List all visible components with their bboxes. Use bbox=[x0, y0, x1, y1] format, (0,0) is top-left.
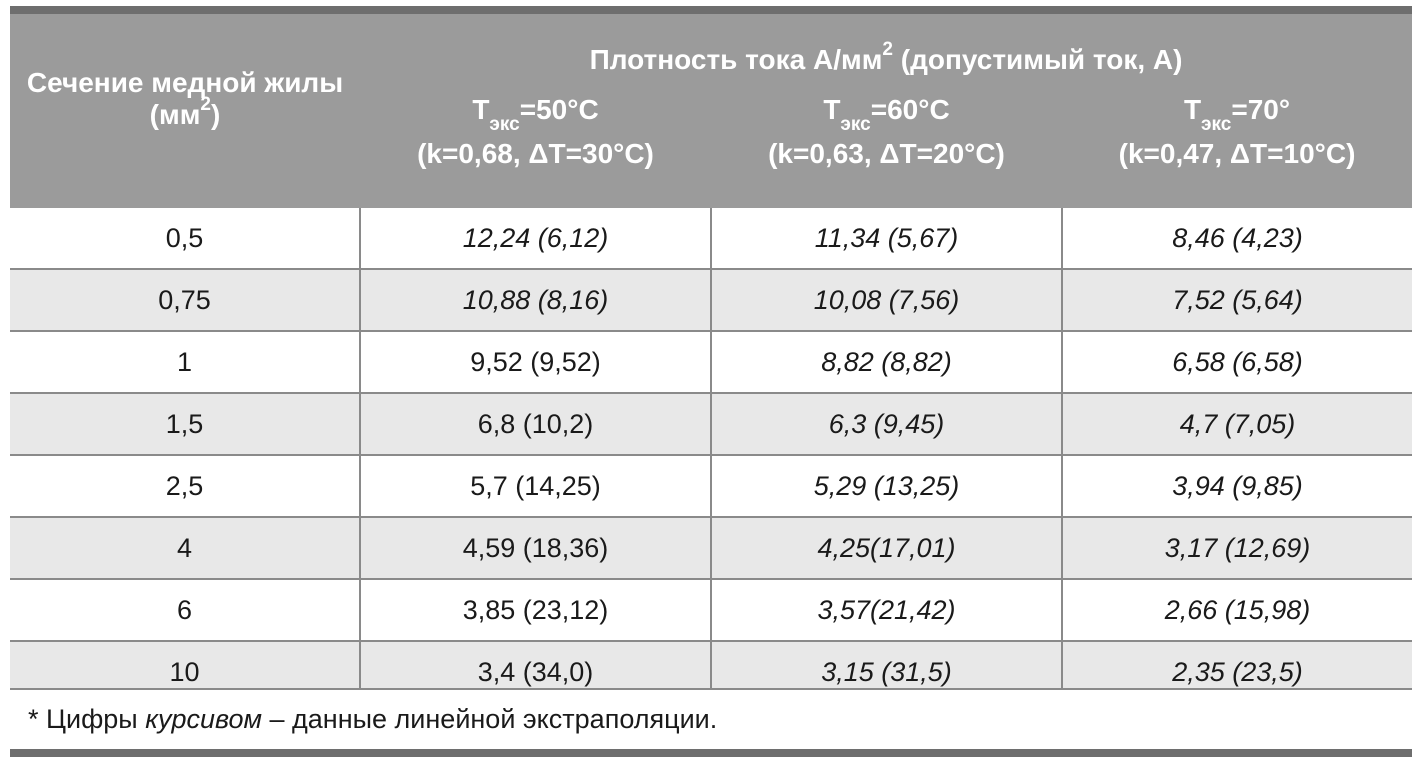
value-cell: 3,85 (23,12) bbox=[359, 578, 711, 641]
value-cell: 6,3 (9,45) bbox=[710, 392, 1062, 455]
value-cell: 2,66 (15,98) bbox=[1060, 578, 1413, 641]
temp-value: =70° bbox=[1231, 94, 1291, 125]
value-cell: 5,29 (13,25) bbox=[710, 454, 1062, 517]
current-density-group-header: Плотность тока А/мм2 (допустимый ток, А) bbox=[360, 14, 1413, 82]
value-cell: 4,7 (7,05) bbox=[1060, 392, 1413, 455]
value-cell: 12,24 (6,12) bbox=[359, 208, 711, 269]
footnote: * Цифры курсивом – данные линейной экстр… bbox=[10, 688, 1412, 749]
temp-params: (k=0,47, ΔT=10°C) bbox=[1118, 138, 1356, 169]
section-cell: 6 bbox=[10, 578, 360, 641]
temp-50-header: Тэкс=50°С (k=0,68, ΔT=30°C) bbox=[360, 82, 711, 208]
value-cell: 10,88 (8,16) bbox=[359, 268, 711, 331]
current-density-table: Сечение медной жилы (мм2) Плотность тока… bbox=[10, 14, 1413, 702]
table-row: 1,5 6,8 (10,2) 6,3 (9,45) 4,7 (7,05) bbox=[10, 392, 1413, 455]
value-cell: 8,46 (4,23) bbox=[1060, 208, 1413, 269]
section-cell: 4 bbox=[10, 516, 360, 579]
temp-subscript: экс bbox=[840, 113, 871, 135]
section-cell: 1,5 bbox=[10, 392, 360, 455]
value-cell: 7,52 (5,64) bbox=[1060, 268, 1413, 331]
temp-symbol: Т bbox=[472, 94, 490, 125]
temp-symbol: Т bbox=[1183, 94, 1202, 125]
value-cell: 3,94 (9,85) bbox=[1060, 454, 1413, 517]
temp-symbol: Т bbox=[823, 94, 841, 125]
section-cell: 0,75 bbox=[10, 268, 360, 331]
value-cell: 3,57(21,42) bbox=[710, 578, 1062, 641]
value-cell: 10,08 (7,56) bbox=[710, 268, 1062, 331]
table-row: 0,5 12,24 (6,12) 11,34 (5,67) 8,46 (4,23… bbox=[10, 208, 1413, 269]
value-cell: 4,25(17,01) bbox=[710, 516, 1062, 579]
footnote-italic-word: курсивом bbox=[145, 704, 263, 734]
table-row: 0,75 10,88 (8,16) 10,08 (7,56) 7,52 (5,6… bbox=[10, 268, 1413, 331]
group-header-text: Плотность тока А/мм bbox=[589, 44, 883, 75]
temp-subscript: экс bbox=[489, 113, 520, 135]
section-header-line1: Сечение медной жилы bbox=[26, 67, 344, 98]
table-row: 1 9,52 (9,52) 8,82 (8,82) 6,58 (6,58) bbox=[10, 330, 1413, 393]
table-row: 4 4,59 (18,36) 4,25(17,01) 3,17 (12,69) bbox=[10, 516, 1413, 579]
top-rule bbox=[10, 6, 1412, 14]
value-cell: 11,34 (5,67) bbox=[710, 208, 1062, 269]
value-cell: 5,7 (14,25) bbox=[359, 454, 711, 517]
temp-params: (k=0,63, ΔT=20°C) bbox=[768, 138, 1005, 169]
section-cell: 0,5 bbox=[10, 208, 360, 269]
section-header-unit-close: ) bbox=[211, 99, 221, 130]
footnote-tail: – данные линейной экстраполяции. bbox=[262, 704, 718, 734]
value-cell: 6,8 (10,2) bbox=[359, 392, 711, 455]
table-row: 2,5 5,7 (14,25) 5,29 (13,25) 3,94 (9,85) bbox=[10, 454, 1413, 517]
temp-subscript: экс bbox=[1201, 113, 1232, 135]
temp-params: (k=0,68, ΔT=30°C) bbox=[417, 138, 654, 169]
table-row: 6 3,85 (23,12) 3,57(21,42) 2,66 (15,98) bbox=[10, 578, 1413, 641]
temp-value: =50°С bbox=[519, 94, 599, 125]
section-column-header: Сечение медной жилы (мм2) bbox=[10, 14, 360, 208]
value-cell: 9,52 (9,52) bbox=[359, 330, 711, 393]
section-cell: 1 bbox=[10, 330, 360, 393]
footnote-lead: * Цифры bbox=[28, 704, 146, 734]
bottom-rule bbox=[10, 749, 1412, 757]
section-header-unit-sup: 2 bbox=[200, 93, 211, 115]
group-header-tail: (допустимый ток, А) bbox=[892, 44, 1183, 75]
value-cell: 6,58 (6,58) bbox=[1060, 330, 1413, 393]
temp-value: =60°С bbox=[870, 94, 950, 125]
temp-60-header: Тэкс=60°С (k=0,63, ΔT=20°C) bbox=[711, 82, 1062, 208]
group-header-sup: 2 bbox=[882, 38, 893, 60]
value-cell: 4,59 (18,36) bbox=[359, 516, 711, 579]
section-cell: 2,5 bbox=[10, 454, 360, 517]
value-cell: 3,17 (12,69) bbox=[1060, 516, 1413, 579]
value-cell: 8,82 (8,82) bbox=[710, 330, 1062, 393]
section-header-unit-open: (мм bbox=[149, 99, 201, 130]
temp-70-header: Тэкс=70° (k=0,47, ΔT=10°C) bbox=[1062, 82, 1413, 208]
